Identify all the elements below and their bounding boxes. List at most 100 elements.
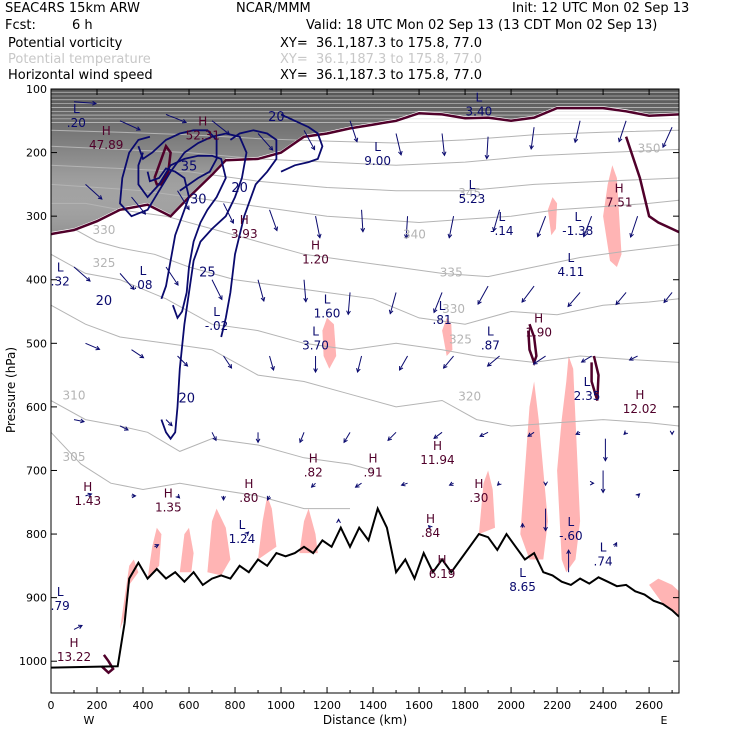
extremum-value: 1.90 bbox=[525, 326, 552, 340]
wind-vector bbox=[131, 196, 146, 215]
extremum-value: .80 bbox=[239, 491, 258, 505]
extremum-marker: H bbox=[240, 213, 249, 227]
extremum-value: -.02 bbox=[205, 319, 228, 333]
wind-vector-head bbox=[92, 100, 97, 106]
wind-vector-head bbox=[575, 430, 581, 435]
extremum-value: 7.51 bbox=[606, 195, 633, 209]
extremum-marker: L bbox=[312, 324, 319, 338]
y-tick-label: 800 bbox=[26, 528, 47, 541]
potential-vorticity-contours bbox=[51, 106, 679, 675]
extremum-marker: L bbox=[73, 102, 80, 116]
theta-label: 330 bbox=[92, 223, 115, 237]
extremum-marker: L bbox=[57, 261, 64, 275]
extremum-value: .08 bbox=[133, 278, 152, 292]
wind-vector-head bbox=[427, 524, 433, 530]
extremum-value: 9.00 bbox=[364, 154, 391, 168]
wind-vector-head bbox=[225, 130, 231, 135]
wind-vector bbox=[85, 493, 92, 497]
wind-vector bbox=[343, 432, 351, 443]
wind-vector bbox=[177, 190, 190, 210]
wind-vector bbox=[177, 355, 188, 367]
extremum-marker: L bbox=[213, 305, 220, 319]
wind-vector bbox=[521, 285, 535, 303]
shaded-region bbox=[179, 527, 194, 573]
y-tick-label: 400 bbox=[26, 274, 47, 287]
shaded-region bbox=[520, 381, 548, 560]
extremum-value: .84 bbox=[421, 526, 440, 540]
wind-vector-head bbox=[80, 418, 86, 424]
field-name-wind: Horizontal wind speed bbox=[8, 68, 153, 83]
extremum-value: .82 bbox=[304, 465, 323, 479]
extremum-marker: L bbox=[519, 566, 526, 580]
wind-vector bbox=[618, 120, 627, 142]
x-tick-label: 2400 bbox=[589, 699, 617, 712]
extremum-marker: L bbox=[574, 210, 581, 224]
wind-vector bbox=[211, 432, 217, 441]
wind-vector-head bbox=[479, 432, 485, 437]
shaded-region bbox=[478, 470, 495, 535]
wind-vector-head bbox=[260, 296, 266, 302]
extremum-marker: H bbox=[615, 181, 624, 195]
wind-vector-head bbox=[270, 366, 275, 372]
theta-label: 310 bbox=[63, 388, 86, 402]
wind-vector bbox=[583, 215, 593, 237]
east-label: E bbox=[661, 714, 668, 727]
theta-label: 335 bbox=[440, 266, 463, 280]
wind-vector-head bbox=[663, 298, 668, 304]
wind-vector bbox=[85, 183, 103, 200]
wind-vectors bbox=[73, 100, 675, 630]
shaded-region bbox=[322, 317, 337, 369]
wind-vector-head bbox=[399, 366, 404, 371]
wind-speed-label: 20 bbox=[231, 181, 248, 196]
wind-vector bbox=[131, 349, 144, 359]
wind-vector bbox=[399, 355, 408, 371]
wind-vector-head bbox=[628, 356, 634, 361]
wind-vector-head bbox=[492, 226, 497, 232]
extremum-marker: H bbox=[102, 124, 111, 138]
wind-vector-head bbox=[346, 310, 351, 316]
wind-vector-head bbox=[218, 295, 223, 301]
wind-vector bbox=[223, 355, 232, 369]
x-tick-label: 0 bbox=[48, 699, 55, 712]
extremum-value: 3.70 bbox=[302, 338, 329, 352]
wind-vector bbox=[315, 216, 321, 238]
terrain-line bbox=[51, 505, 679, 669]
wind-vector-head bbox=[486, 362, 492, 367]
wind-vector-head bbox=[354, 483, 360, 488]
wind-vector bbox=[119, 120, 141, 131]
wind-vector-head bbox=[388, 309, 394, 315]
wind-speed-contour bbox=[137, 152, 227, 320]
extremum-value: 3.40 bbox=[466, 104, 493, 118]
wind-vector bbox=[357, 355, 363, 373]
wind-speed-contour bbox=[137, 129, 218, 192]
wind-vector bbox=[73, 624, 83, 630]
wind-vector-head bbox=[566, 549, 571, 554]
wind-vector bbox=[441, 133, 445, 156]
shaded-region bbox=[299, 508, 318, 554]
wind-vector bbox=[165, 266, 179, 286]
extremum-marker: L bbox=[439, 299, 446, 313]
y-tick-label: 700 bbox=[26, 464, 47, 477]
model-title: SEAC4RS 15km ARW bbox=[5, 1, 141, 16]
fcst-value: 6 h bbox=[72, 18, 93, 33]
theta-label: 345 bbox=[458, 186, 481, 200]
wind-speed-label: 20 bbox=[268, 110, 285, 125]
wind-speed-contour bbox=[280, 113, 324, 173]
extremum-value: .91 bbox=[364, 465, 383, 479]
extremum-marker: L bbox=[57, 585, 64, 599]
wind-vector-head bbox=[529, 145, 534, 150]
x-tick-label: 2600 bbox=[635, 699, 663, 712]
wind-vector-head bbox=[139, 353, 145, 359]
wind-vector bbox=[448, 216, 455, 238]
wind-vector-head bbox=[536, 232, 542, 238]
wind-vector-head bbox=[543, 481, 548, 487]
extremum-marker: H bbox=[198, 115, 207, 129]
wind-vector-head bbox=[174, 280, 179, 286]
wind-vector-head bbox=[77, 624, 83, 629]
wind-vector bbox=[581, 355, 592, 363]
wind-vector-head bbox=[623, 430, 629, 436]
extremum-marker: H bbox=[83, 480, 92, 494]
extremum-marker: L bbox=[568, 515, 575, 529]
extremum-value: 12.02 bbox=[623, 402, 657, 416]
shaded-region bbox=[603, 165, 622, 267]
